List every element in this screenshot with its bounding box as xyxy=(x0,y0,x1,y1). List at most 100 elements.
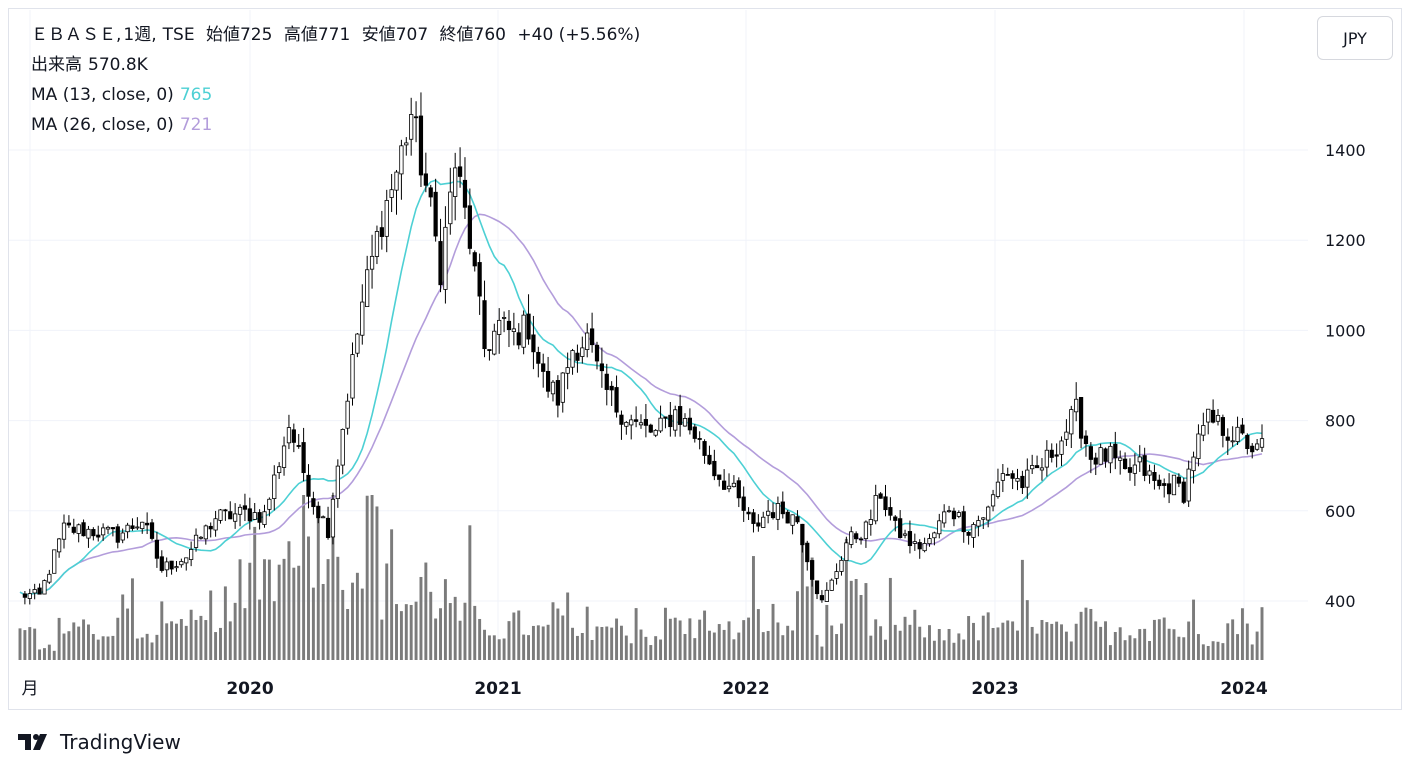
candle-up xyxy=(1030,465,1035,470)
volume-bar xyxy=(688,618,692,660)
volume-bar xyxy=(395,604,398,660)
volume-bar xyxy=(272,601,276,660)
volume-bar xyxy=(624,635,628,660)
volume-bar xyxy=(874,619,878,660)
candle-up xyxy=(956,512,961,517)
candle-down xyxy=(145,522,150,526)
volume-bar xyxy=(551,602,555,660)
candle-up xyxy=(61,522,67,540)
candle-down xyxy=(325,517,331,538)
candle-up xyxy=(350,354,355,399)
volume-bar xyxy=(668,618,672,660)
legend-ohlc: ＥＢＡＳＥ, 1週, TSE 始値725 高値771 安値707 終値760 +40… xyxy=(31,24,646,46)
candle-down xyxy=(457,166,463,177)
volume-bar xyxy=(517,610,521,660)
time-tick-label: 月 xyxy=(22,679,39,699)
candle-up xyxy=(374,231,380,257)
volume-bar xyxy=(311,587,315,660)
candle-down xyxy=(1083,435,1089,445)
candle-up xyxy=(790,514,795,526)
legend-interval: , 1週, xyxy=(116,25,157,45)
candle-down xyxy=(247,508,252,522)
candle-up xyxy=(1235,426,1240,442)
candle-down xyxy=(736,480,741,499)
volume-bar xyxy=(238,559,242,660)
volume-bar xyxy=(1182,637,1186,660)
volume-bar xyxy=(106,636,110,660)
candle-up xyxy=(321,516,326,519)
candle-down xyxy=(785,511,790,524)
candle-down xyxy=(311,498,316,508)
candle-down xyxy=(770,512,776,519)
candle-up xyxy=(501,317,507,319)
volume-bar xyxy=(1148,641,1152,660)
tradingview-logo[interactable]: TradingView xyxy=(18,730,181,754)
candle-down xyxy=(1250,445,1255,453)
candle-up xyxy=(404,142,409,146)
volume-bar xyxy=(639,629,643,660)
candle-down xyxy=(71,526,76,533)
volume-bar xyxy=(443,579,447,660)
volume-bar xyxy=(1020,559,1024,660)
candle-up xyxy=(120,532,125,541)
volume-bar xyxy=(918,626,922,660)
candle-up xyxy=(198,536,204,539)
candle-up xyxy=(1215,415,1221,422)
candle-down xyxy=(149,522,155,539)
candle-down xyxy=(1225,436,1230,441)
volume-bar xyxy=(287,541,291,660)
candle-down xyxy=(702,441,707,456)
candle-up xyxy=(1230,440,1235,443)
volume-bar xyxy=(1035,633,1039,660)
candle-down xyxy=(599,363,604,372)
legend-ma26[interactable]: MA (26, close, 0) 721 xyxy=(31,114,218,136)
candle-up xyxy=(86,528,91,539)
volume-bar xyxy=(42,648,46,660)
candle-down xyxy=(130,525,135,529)
volume-bar xyxy=(91,634,95,660)
candle-up xyxy=(360,301,365,336)
legend-volume: 出来高 570.8K xyxy=(31,54,154,76)
volume-bar xyxy=(1045,622,1049,660)
volume-bar xyxy=(820,646,824,660)
volume-bar xyxy=(864,583,868,660)
volume-bar xyxy=(859,595,863,660)
volume-bar xyxy=(707,630,711,660)
candle-down xyxy=(692,426,697,439)
candle-up xyxy=(873,495,878,522)
time-tick-label: 2022 xyxy=(722,679,769,699)
volume-bar xyxy=(629,643,633,660)
legend-ma13[interactable]: MA (13, close, 0) 765 xyxy=(31,84,218,106)
candle-down xyxy=(159,556,164,571)
price-tick-label: 400 xyxy=(1325,592,1356,611)
candle-up xyxy=(942,511,947,524)
candle-up xyxy=(726,485,732,490)
volume-bar xyxy=(561,615,565,660)
volume-bar xyxy=(967,616,971,660)
volume-bar xyxy=(962,639,966,660)
volume-bar xyxy=(82,619,86,660)
candle-up xyxy=(766,510,771,516)
currency-button[interactable]: JPY xyxy=(1317,16,1393,60)
legend-low: 安値707 xyxy=(361,25,429,45)
legend-close: 終値760 xyxy=(439,25,506,45)
volume-bar xyxy=(219,627,222,660)
price-axis[interactable]: 400 600 800 1000 1200 1400 xyxy=(1325,141,1366,611)
price-tick-label: 600 xyxy=(1325,502,1356,521)
candle-up xyxy=(1108,445,1113,464)
candle-down xyxy=(1157,479,1162,487)
candle-down xyxy=(668,414,673,428)
legend-ma26-label: MA (26, close, 0) xyxy=(31,115,174,135)
candle-up xyxy=(281,445,287,468)
candle-up xyxy=(624,421,629,427)
volume-bar xyxy=(546,624,550,660)
time-axis[interactable]: 月 2020 2021 2022 2023 2024 xyxy=(22,679,1268,699)
candle-down xyxy=(242,505,248,510)
candle-down xyxy=(883,496,888,511)
volume-bar xyxy=(1236,634,1240,660)
volume-bar xyxy=(654,636,658,660)
volume-bar xyxy=(150,642,154,660)
volume-bar xyxy=(1001,622,1005,660)
volume-bar xyxy=(507,621,511,660)
